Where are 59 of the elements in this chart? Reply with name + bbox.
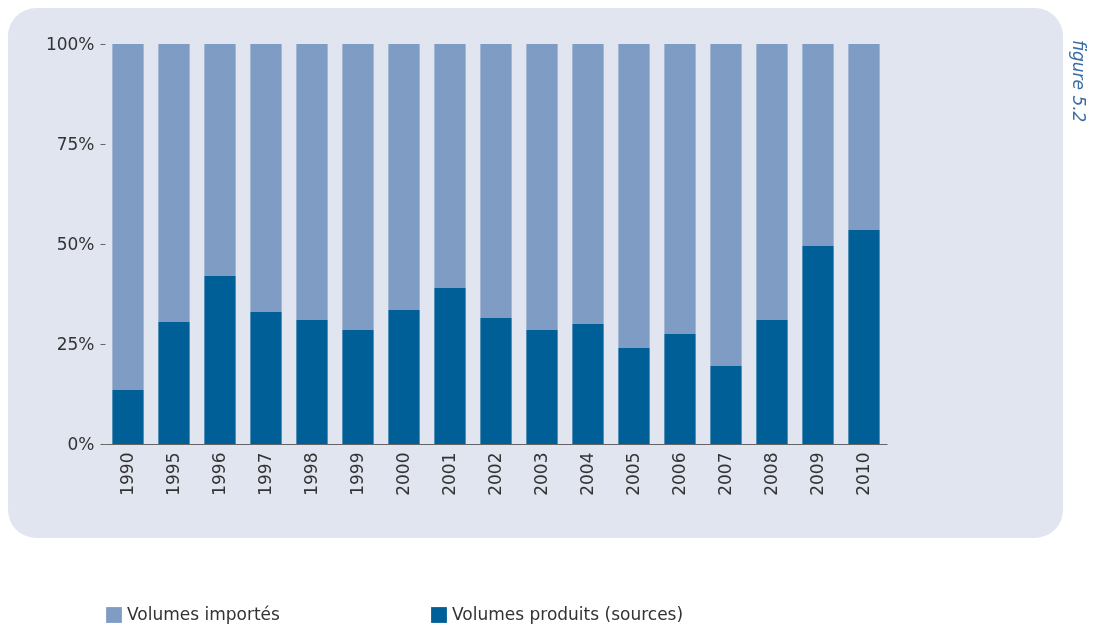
caption: figure 5.2 <box>1069 40 1089 123</box>
bar <box>848 230 880 444</box>
y-tick-label: 75% <box>56 133 95 154</box>
bar <box>756 44 788 320</box>
x-tick-label: 2004 <box>577 452 597 496</box>
bar <box>388 310 420 444</box>
bar <box>296 320 328 444</box>
bar <box>204 44 236 276</box>
bar <box>526 44 558 330</box>
x-tick-label: 2010 <box>853 452 873 496</box>
x-tick-label: 2007 <box>715 452 735 496</box>
x-tick-label: 1998 <box>301 452 321 496</box>
x-tick-label: 1996 <box>209 452 229 496</box>
legend-label: Volumes produits (sources) <box>452 604 684 624</box>
x-tick-label: 2000 <box>393 452 413 496</box>
y-tick-label: 0% <box>67 433 95 454</box>
x-tick-label: 2009 <box>807 452 827 496</box>
x-tick-label: 1999 <box>347 452 367 496</box>
bar <box>480 44 512 318</box>
x-tick-label: 2001 <box>439 452 459 496</box>
bar <box>756 320 788 444</box>
bar <box>388 44 420 310</box>
bar <box>204 276 236 444</box>
bar <box>664 334 696 444</box>
bar <box>710 44 742 366</box>
bar <box>710 366 742 444</box>
bar <box>664 44 696 334</box>
bar <box>296 44 328 320</box>
bar <box>434 288 466 444</box>
legend-label: Volumes importés <box>127 604 281 624</box>
y-tick-label: 50% <box>56 233 95 254</box>
x-tick-label: 2005 <box>623 452 643 496</box>
x-tick-label: 2002 <box>485 452 505 496</box>
bar <box>802 44 834 246</box>
bar <box>480 318 512 444</box>
bar <box>618 44 650 348</box>
bar <box>342 44 374 330</box>
bar <box>618 348 650 444</box>
x-tick-label: 2003 <box>531 452 551 496</box>
bar <box>572 44 604 324</box>
y-tick-label: 100% <box>45 33 95 54</box>
bar <box>250 44 282 312</box>
bar <box>848 44 880 230</box>
x-tick-label: 2008 <box>761 452 781 496</box>
x-tick-label: 2006 <box>669 452 689 496</box>
bar <box>572 324 604 444</box>
bar <box>434 44 466 288</box>
y-tick-label: 25% <box>56 333 95 354</box>
bar <box>112 390 144 444</box>
x-tick-label: 1997 <box>255 452 275 496</box>
bar <box>802 246 834 444</box>
bar <box>250 312 282 444</box>
x-tick-label: 1990 <box>117 452 137 496</box>
bar <box>158 44 190 322</box>
bar <box>112 44 144 390</box>
bar <box>526 330 558 444</box>
x-tick-label: 1995 <box>163 452 183 496</box>
bar <box>158 322 190 444</box>
bar <box>342 330 374 444</box>
